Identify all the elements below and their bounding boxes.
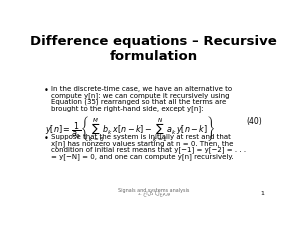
Text: Signals and systems analysis: Signals and systems analysis <box>118 188 189 193</box>
Text: In the discrete-time case, we have an alternative to: In the discrete-time case, we have an al… <box>52 86 232 92</box>
Text: 1: 1 <box>260 191 264 196</box>
Text: Equation (35) rearranged so that all the terms are: Equation (35) rearranged so that all the… <box>52 99 227 106</box>
Text: •: • <box>44 134 49 143</box>
Text: Difference equations – Recursive
formulation: Difference equations – Recursive formula… <box>30 35 277 63</box>
Text: Suppose that the system is initially at rest and that: Suppose that the system is initially at … <box>52 134 231 140</box>
Text: x[n] has nonzero values starting at n = 0. Then, the: x[n] has nonzero values starting at n = … <box>52 140 234 147</box>
Text: $y[n]=\dfrac{1}{a_0}\left\{\sum_{k=0}^{M}b_k\,x[n-k]-\sum_{k=1}^{N}a_k\,y[n-k]\r: $y[n]=\dfrac{1}{a_0}\left\{\sum_{k=0}^{M… <box>45 114 216 144</box>
Text: brought to the right-hand side, except y[n]:: brought to the right-hand side, except y… <box>52 105 204 112</box>
Text: compute y[n]: we can compute it recursively using: compute y[n]: we can compute it recursiv… <box>52 93 230 99</box>
Text: •: • <box>44 86 49 95</box>
Text: (40): (40) <box>247 117 262 126</box>
Text: = y[−N] = 0, and one can compute y[n] recursively.: = y[−N] = 0, and one can compute y[n] re… <box>52 153 234 160</box>
Text: condition of initial rest means that y[−1] = y[−2] = . . .: condition of initial rest means that y[−… <box>52 147 247 153</box>
Text: د. خالد العمرو: د. خالد العمرو <box>138 190 170 196</box>
